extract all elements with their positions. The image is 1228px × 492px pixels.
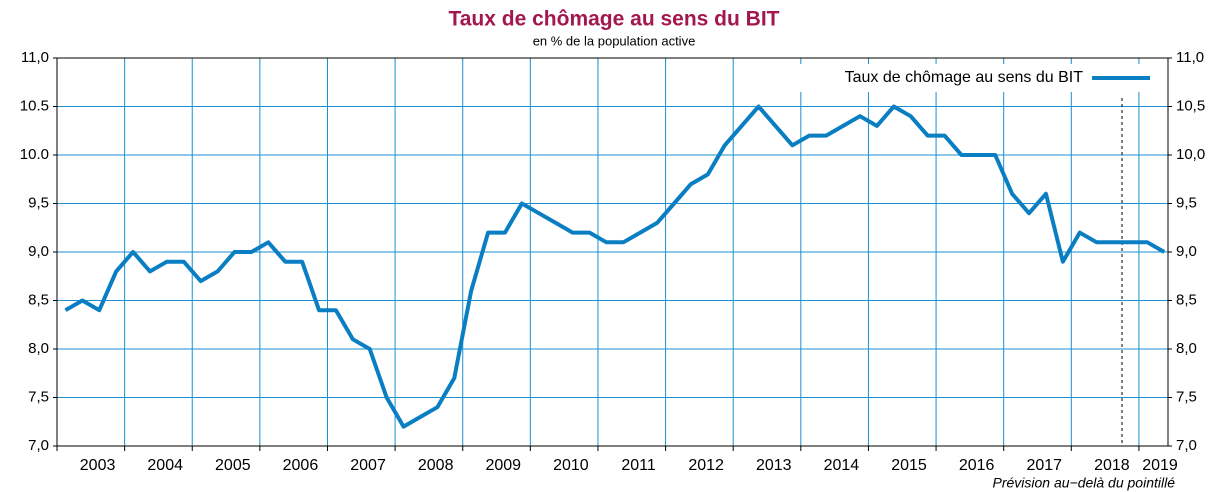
y2-tick-label: 9,0 <box>1176 243 1197 260</box>
x-tick-label: 2003 <box>80 457 116 474</box>
x-tick-label: 2013 <box>756 457 792 474</box>
legend-label: Taux de chômage au sens du BIT <box>845 69 1084 86</box>
y2-tick-label: 8,0 <box>1176 340 1197 357</box>
x-tick-label: 2009 <box>485 457 521 474</box>
y2-tick-label: 10,5 <box>1176 97 1205 114</box>
x-tick-label: 2019 <box>1142 457 1178 474</box>
x-tick-label: 2015 <box>891 457 927 474</box>
y-tick-label: 7,0 <box>28 437 49 454</box>
x-tick-label: 2014 <box>824 457 860 474</box>
y-tick-label: 11,0 <box>21 49 49 66</box>
x-tick-label: 2004 <box>147 457 183 474</box>
x-tick-label: 2005 <box>215 457 251 474</box>
y2-tick-label: 8,5 <box>1176 291 1197 308</box>
x-tick-label: 2006 <box>283 457 319 474</box>
y-tick-label: 10.0 <box>20 146 49 163</box>
chart-title: Taux de chômage au sens du BIT <box>448 8 779 31</box>
y2-tick-label: 7,0 <box>1176 437 1197 454</box>
x-tick-label: 2008 <box>418 457 454 474</box>
y2-tick-label: 9,5 <box>1176 194 1197 211</box>
y2-tick-label: 7,5 <box>1176 388 1197 405</box>
x-tick-label: 2018 <box>1094 457 1130 474</box>
y-tick-label: 9,0 <box>28 243 49 260</box>
x-tick-label: 2012 <box>688 457 724 474</box>
y2-tick-label: 10,0 <box>1176 146 1205 163</box>
x-tick-label: 2010 <box>553 457 589 474</box>
y2-tick-label: 11,0 <box>1176 49 1204 66</box>
y-tick-label: 10.5 <box>20 97 49 114</box>
x-tick-label: 2011 <box>621 457 656 474</box>
data-line <box>64 104 1166 429</box>
x-tick-label: 2016 <box>959 457 995 474</box>
y-tick-label: 7,5 <box>28 388 49 405</box>
chart-subtitle: en % de la population active <box>533 33 696 48</box>
y-tick-label: 8,5 <box>28 291 49 308</box>
annotation: Prévision au−delà du pointillé <box>992 475 1175 491</box>
x-tick-label: 2007 <box>350 457 386 474</box>
y-tick-label: 9,5 <box>28 194 49 211</box>
y-tick-label: 8,0 <box>28 340 49 357</box>
plot-frame <box>56 57 1169 447</box>
x-tick-label: 2017 <box>1026 457 1062 474</box>
